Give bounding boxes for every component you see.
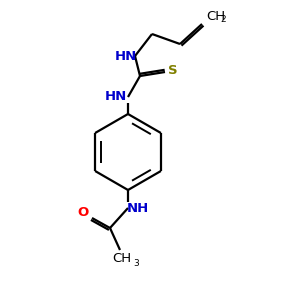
Text: HN: HN <box>115 50 137 62</box>
Text: CH: CH <box>112 253 132 266</box>
Text: CH: CH <box>206 10 225 22</box>
Text: 3: 3 <box>133 259 139 268</box>
Text: HN: HN <box>105 91 127 103</box>
Text: NH: NH <box>127 202 149 214</box>
Text: O: O <box>77 206 88 218</box>
Text: 2: 2 <box>220 16 226 25</box>
Text: S: S <box>168 64 178 77</box>
